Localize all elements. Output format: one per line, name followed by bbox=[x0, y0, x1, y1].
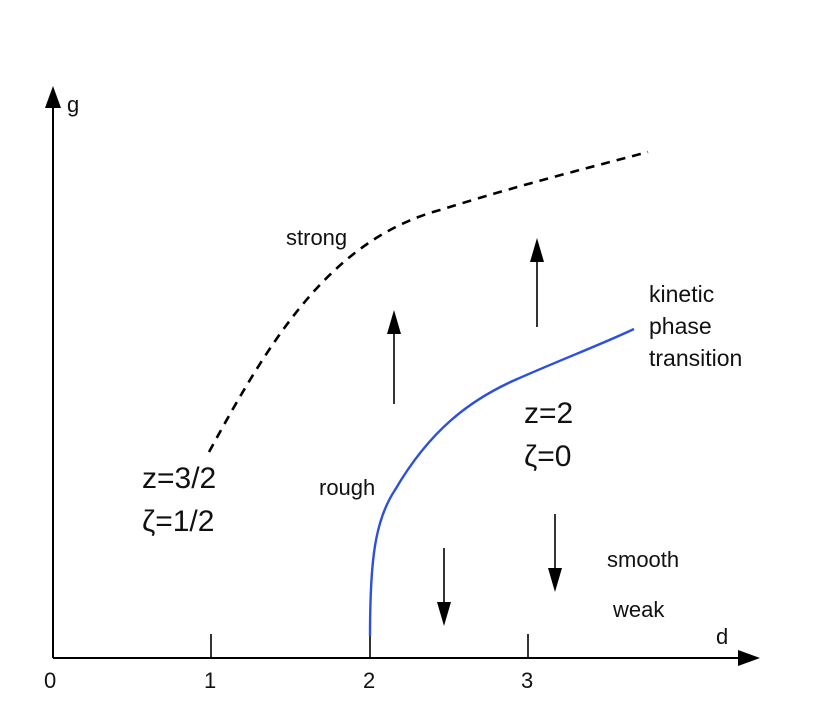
x-axis-label: d bbox=[716, 624, 728, 649]
kinetic-label-line1: kinetic bbox=[649, 281, 714, 307]
y-axis-label: g bbox=[67, 92, 79, 117]
y-axis-arrowhead bbox=[45, 86, 61, 108]
x-tick-label-2: 2 bbox=[363, 668, 375, 693]
weak-label: weak bbox=[612, 597, 665, 622]
kinetic-label-line3: transition bbox=[649, 345, 742, 371]
smooth-label: smooth bbox=[607, 547, 679, 572]
x-tick-label-0: 0 bbox=[44, 668, 56, 693]
flow-arrow-up-right bbox=[530, 238, 544, 327]
kinetic-label-line2: phase bbox=[649, 313, 712, 339]
flow-arrow-down-right bbox=[548, 514, 562, 592]
left-exponent-z: z=3/2 bbox=[142, 462, 216, 495]
x-axis-arrowhead bbox=[738, 650, 760, 666]
flow-arrow-down-left bbox=[437, 548, 451, 626]
kinetic-phase-transition-curve bbox=[368, 327, 635, 637]
right-exponent-zeta: ζ=0 bbox=[524, 440, 571, 473]
flow-arrow-up-left bbox=[387, 310, 401, 404]
x-tick-label-1: 1 bbox=[204, 668, 216, 693]
strong-label: strong bbox=[286, 225, 347, 250]
strong-coupling-boundary-curve bbox=[207, 150, 649, 453]
x-tick-label-3: 3 bbox=[521, 668, 533, 693]
right-exponent-z: z=2 bbox=[524, 397, 573, 430]
left-exponent-zeta: ζ=1/2 bbox=[142, 505, 214, 538]
rough-label: rough bbox=[319, 475, 375, 500]
